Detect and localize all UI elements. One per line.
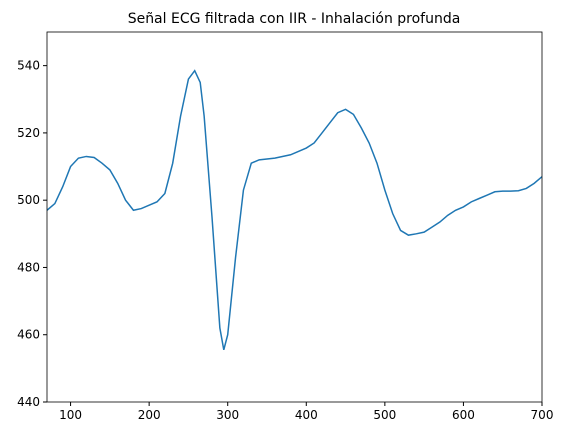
x-tick-label: 700	[531, 408, 554, 422]
x-tick-label: 400	[295, 408, 318, 422]
plot-frame	[46, 31, 543, 403]
x-tick-label: 600	[452, 408, 475, 422]
y-tick-label: 540	[17, 59, 40, 73]
y-tick-label: 500	[17, 193, 40, 207]
y-tick-label: 520	[17, 126, 40, 140]
y-tick-label: 460	[17, 328, 40, 342]
y-tick-label: 440	[17, 395, 40, 409]
chart-title: Señal ECG filtrada con IIR - Inhalación …	[128, 11, 461, 27]
x-tick-label: 300	[216, 408, 239, 422]
x-tick-label: 500	[373, 408, 396, 422]
series-line	[47, 69, 542, 351]
x-tick-label: 100	[59, 408, 82, 422]
y-tick-label: 480	[17, 260, 40, 274]
x-tick-label: 200	[138, 408, 161, 422]
